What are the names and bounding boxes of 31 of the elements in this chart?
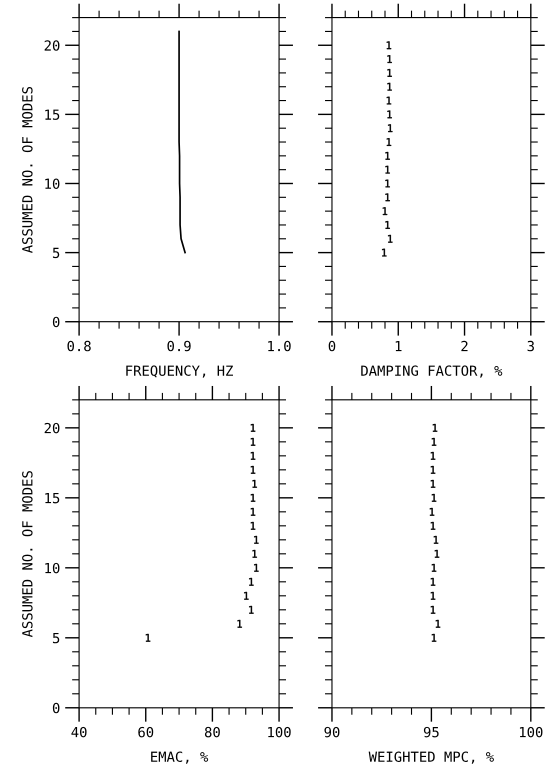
y-tick-label: 15 xyxy=(45,493,60,504)
x-tick-label: 100 xyxy=(268,726,291,738)
x-tick-label: 40 xyxy=(71,726,87,738)
x-axis-title: DAMPING FACTOR, % xyxy=(361,365,502,378)
y-axis-title: ASSUMED NO. OF MODES xyxy=(22,86,33,254)
y-tick-label: 5 xyxy=(52,248,60,258)
y-tick-label: 5 xyxy=(52,632,60,644)
x-tick-label: 1.0 xyxy=(268,340,291,352)
x-tick-label: 1 xyxy=(396,340,402,352)
x-tick-label: 80 xyxy=(204,726,220,738)
line-series xyxy=(178,30,186,254)
x-tick-label: 0 xyxy=(328,340,336,352)
x-tick-label: 100 xyxy=(520,726,542,738)
x-tick-label: 0.8 xyxy=(67,340,91,352)
x-tick-label: 60 xyxy=(138,726,154,738)
y-tick-label: 10 xyxy=(45,562,60,574)
x-tick-label: 0.9 xyxy=(167,340,191,352)
y-axis-title: ASSUMED NO. OF MODES xyxy=(22,471,33,638)
y-tick-label: 20 xyxy=(44,422,60,434)
y-tick-label: 20 xyxy=(44,40,60,51)
x-tick-label: 3 xyxy=(528,340,534,352)
y-tick-label: 0 xyxy=(52,316,60,328)
y-tick-label: 15 xyxy=(45,110,60,120)
x-axis-title: FREQUENCY, HZ xyxy=(126,365,233,378)
x-axis-title: EMAC, % xyxy=(151,751,208,764)
x-tick-label: 95 xyxy=(424,726,439,738)
x-tick-label: 2 xyxy=(461,340,468,352)
x-tick-label: 90 xyxy=(324,726,340,738)
y-tick-label: 10 xyxy=(45,178,60,190)
y-tick-label: 0 xyxy=(52,702,60,714)
x-axis-title: WEIGHTED MPC, % xyxy=(368,751,494,764)
